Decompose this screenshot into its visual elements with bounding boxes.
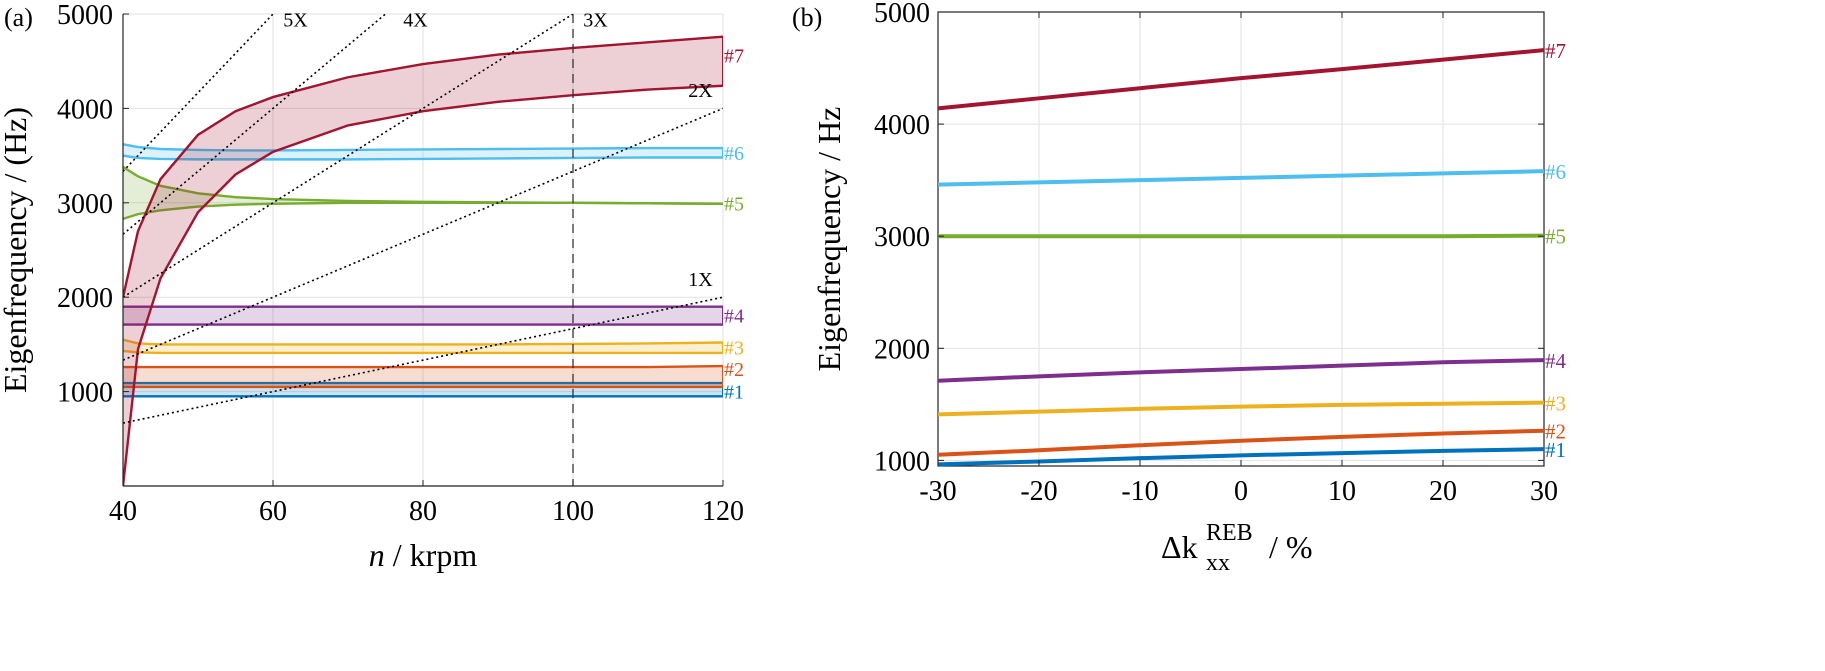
x-tick-label-b-1: -20 — [1020, 476, 1057, 507]
order-line-4x — [123, 14, 387, 235]
order-label-1x: 1X — [688, 269, 713, 291]
mode-upper-line-6 — [123, 143, 723, 152]
panel-b: #1#2 #3 #4 #5 #6 #7 -30 -20 -10 0 10 20 30 1000 2000 30… — [792, 0, 1567, 576]
series-line-b-5 — [938, 233, 1545, 239]
mode-lower-line-6 — [123, 154, 723, 161]
series-label-b-6: #6 — [1545, 160, 1566, 184]
x-tick-label-a-2: 80 — [409, 496, 437, 527]
mode-upper-line-3 — [123, 338, 723, 346]
order-line-1x — [123, 296, 723, 424]
y-tick-label-b-1: 2000 — [874, 334, 930, 365]
series-line-b-6 — [937, 169, 1545, 187]
mode-upper-line-2 — [123, 364, 723, 369]
y-tick-label-a-3: 4000 — [57, 94, 113, 125]
y-axis-label-b: Eigenfrequency / Hz — [811, 107, 847, 372]
panel-label-a: (a) — [4, 3, 33, 32]
series-label-b-2: #2 — [1545, 420, 1566, 444]
x-tick-label-a-1: 60 — [259, 496, 287, 527]
x-axis-label-main-b: Δk — [1161, 529, 1198, 565]
series-label-b-1: #1 — [1545, 438, 1566, 462]
mode-lower-line-5 — [123, 201, 723, 220]
mode-label-a-5: #5 — [724, 194, 744, 216]
mode-label-a-2: #2 — [724, 359, 744, 381]
series-line-b-4 — [937, 358, 1545, 383]
mode-upper-line-7 — [123, 35, 723, 298]
x-tick-label-b-3: 0 — [1234, 476, 1248, 507]
x-tick-label-b-0: -30 — [919, 476, 956, 507]
mode-label-a-6: #6 — [724, 143, 744, 165]
x-axis-label-unit-a: / krpm — [385, 537, 478, 573]
order-line-2x — [123, 107, 723, 361]
x-tick-label-b-4: 10 — [1328, 476, 1356, 507]
mode-lower-line-7 — [123, 84, 723, 486]
series-label-b-5: #5 — [1545, 225, 1566, 249]
mode-label-a-4: #4 — [724, 306, 744, 328]
x-axis-label-b: Δk xx REB / % — [1161, 520, 1313, 576]
x-axis-label-a: n / krpm — [369, 537, 478, 573]
x-axis-label-sub-b: xx — [1206, 550, 1230, 576]
y-tick-label-a-2: 3000 — [57, 189, 113, 220]
order-label-4x: 4X — [403, 9, 428, 31]
y-tick-label-b-3: 4000 — [874, 110, 930, 141]
y-tick-label-b-0: 1000 — [874, 446, 930, 477]
order-label-2x: 2X — [688, 80, 713, 102]
series-label-b-3: #3 — [1545, 392, 1566, 416]
series-label-b-4: #4 — [1545, 349, 1567, 373]
mode-label-a-7: #7 — [724, 46, 744, 68]
order-label-3x: 3X — [583, 9, 608, 31]
y-tick-label-b-2: 3000 — [874, 222, 930, 253]
x-axis-label-sup-b: REB — [1206, 520, 1253, 546]
y-axis-label-a: Eigenfrequency / (Hz) — [0, 107, 33, 393]
order-label-5x: 5X — [283, 9, 308, 31]
y-tick-label-a-4: 5000 — [57, 0, 113, 31]
panel-label-b: (b) — [792, 3, 822, 32]
mode-label-a-3: #3 — [724, 338, 744, 360]
x-tick-label-a-3: 100 — [552, 496, 594, 527]
x-axis-label-unit-b: / % — [1269, 529, 1313, 565]
y-tick-label-a-1: 2000 — [57, 283, 113, 314]
mode-label-a-1: #1 — [724, 382, 744, 404]
x-tick-label-b-5: 20 — [1429, 476, 1457, 507]
x-tick-label-b-2: -10 — [1121, 476, 1158, 507]
mode-band-7 — [123, 36, 723, 486]
series-label-b-7: #7 — [1545, 39, 1566, 63]
y-tick-label-a-0: 1000 — [57, 378, 113, 409]
series-line-b-3 — [937, 400, 1545, 417]
mode-lower-line-3 — [123, 349, 723, 355]
mode-band-2 — [123, 366, 723, 387]
y-tick-label-b-4: 5000 — [874, 0, 930, 29]
panel-a: 1X 2X 3X 4X 5X 40 60 80 100 120 1000 2000 3000 4000 50… — [0, 0, 744, 573]
series-line-b-7 — [937, 48, 1545, 111]
x-axis-label-var-a: n — [369, 537, 385, 573]
x-tick-label-a-4: 120 — [702, 496, 744, 527]
x-tick-label-b-6: 30 — [1530, 476, 1558, 507]
x-tick-label-a-0: 40 — [109, 496, 137, 527]
series-line-b-2 — [937, 428, 1545, 457]
